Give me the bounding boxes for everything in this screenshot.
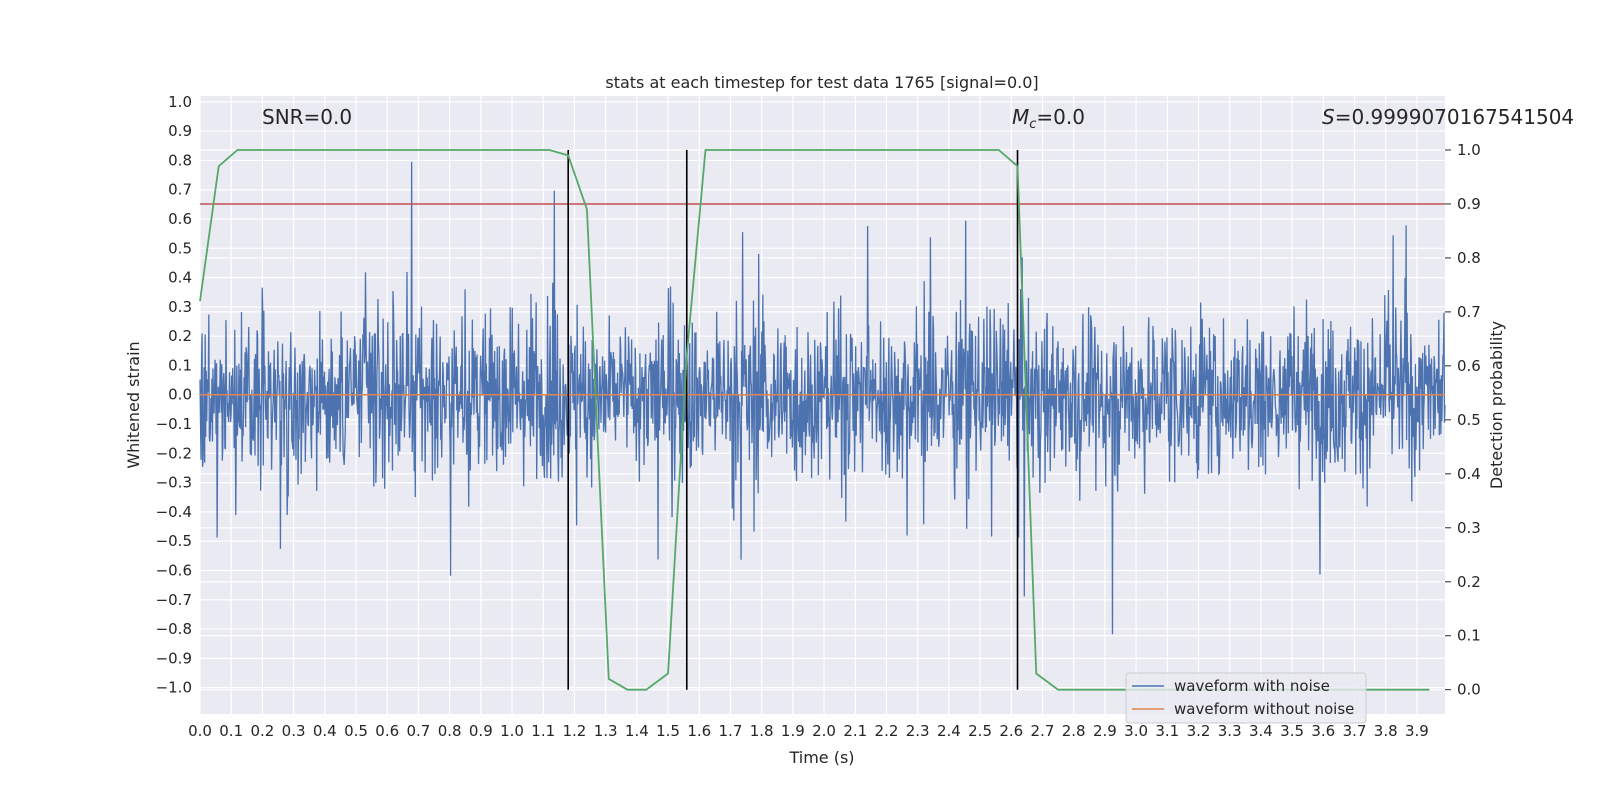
x-tick-label: 0.9 <box>469 722 493 740</box>
x-tick-label: 0.2 <box>250 722 274 740</box>
x-tick-label: 2.9 <box>1093 722 1117 740</box>
x-tick-label: 1.9 <box>781 722 805 740</box>
x-tick-label: 1.4 <box>625 722 649 740</box>
score-value: =0.9999070167541504 <box>1335 105 1574 129</box>
y-tick-label: 1.0 <box>168 93 192 111</box>
series-lines <box>199 149 1445 691</box>
y-axis-label: Whitened strain <box>124 341 143 468</box>
x-tick-label: 3.4 <box>1249 722 1273 740</box>
y2-tick-label: 0.1 <box>1457 627 1481 645</box>
x-tick-label: 0.5 <box>344 722 368 740</box>
y2-tick-label: 0.8 <box>1457 249 1481 267</box>
y-tick-label: 0.8 <box>168 151 192 169</box>
x-tick-label: 0.1 <box>219 722 243 740</box>
chirp-mass-symbol: M <box>1012 105 1029 129</box>
y2-tick-label: 0.2 <box>1457 573 1481 591</box>
x-tick-label: 1.7 <box>719 722 743 740</box>
snr-annotation: SNR=0.0 <box>262 105 352 129</box>
y-tick-label: −0.1 <box>156 415 192 433</box>
y-tick-label: 0.2 <box>168 327 192 345</box>
y-tick-label: 0.7 <box>168 181 192 199</box>
x-tick-label: 0.0 <box>188 722 212 740</box>
y2-tick-label: 0.7 <box>1457 303 1481 321</box>
x-tick-label: 3.2 <box>1187 722 1211 740</box>
legend: waveform with noise waveform without noi… <box>1125 672 1367 724</box>
y-tick-label: −0.6 <box>156 561 192 579</box>
x-tick-label: 2.4 <box>937 722 961 740</box>
x-tick-label: 1.1 <box>531 722 555 740</box>
legend-box <box>1125 672 1367 724</box>
x-tick-label: 2.7 <box>1031 722 1055 740</box>
x-tick-label: 3.7 <box>1343 722 1367 740</box>
y2-axis-label: Detection probability <box>1487 321 1506 489</box>
x-tick-label: 0.7 <box>406 722 430 740</box>
x-tick-label: 1.6 <box>687 722 711 740</box>
x-tick-label: 3.3 <box>1218 722 1242 740</box>
legend-label-noise: waveform with noise <box>1174 677 1330 695</box>
x-tick-label: 3.5 <box>1280 722 1304 740</box>
y-tick-label: −0.4 <box>156 503 192 521</box>
y2-tick-label: 0.6 <box>1457 357 1481 375</box>
x-tick-label: 2.0 <box>812 722 836 740</box>
x-tick-label: 1.8 <box>750 722 774 740</box>
y-tick-label: −0.9 <box>156 649 192 667</box>
y-tick-label: 0.9 <box>168 122 192 140</box>
tick-labels: 0.0 0.1 0.2 0.3 0.4 0.5 0.6 0.7 0.8 0.9 1.0 1.1 1.2 1… <box>156 93 1481 740</box>
x-tick-label: 2.8 <box>1062 722 1086 740</box>
x-tick-label: 2.5 <box>968 722 992 740</box>
legend-label-no-noise: waveform without noise <box>1174 700 1354 718</box>
y2-tick-label: 0.5 <box>1457 411 1481 429</box>
y-tick-label: −0.2 <box>156 444 192 462</box>
x-tick-label: 3.9 <box>1405 722 1429 740</box>
x-tick-label: 1.3 <box>594 722 618 740</box>
y-tick-label: 0.5 <box>168 239 192 257</box>
x-tick-label: 1.5 <box>656 722 680 740</box>
score-symbol: S <box>1322 105 1335 129</box>
x-tick-label: 2.3 <box>906 722 930 740</box>
chart-title: stats at each timestep for test data 176… <box>605 73 1038 92</box>
y-tick-label: 0.0 <box>168 386 192 404</box>
x-tick-label: 1.2 <box>563 722 587 740</box>
x-axis-label: Time (s) <box>788 748 854 767</box>
y-tick-label: −0.5 <box>156 532 192 550</box>
y2-tick-label: 0.0 <box>1457 681 1481 699</box>
x-tick-label: 0.4 <box>313 722 337 740</box>
plot-background <box>200 96 1445 714</box>
y2-tick-label: 1.0 <box>1457 141 1481 159</box>
x-tick-label: 0.8 <box>438 722 462 740</box>
y-tick-label: 0.6 <box>168 210 192 228</box>
y2-tick-label: 0.4 <box>1457 465 1481 483</box>
chirp-mass-subscript: c <box>1029 117 1036 132</box>
y-tick-label: −1.0 <box>156 679 192 697</box>
y-tick-label: −0.7 <box>156 591 192 609</box>
x-tick-label: 0.3 <box>282 722 306 740</box>
x-tick-label: 3.1 <box>1155 722 1179 740</box>
x-tick-label: 2.1 <box>843 722 867 740</box>
y-tick-label: −0.8 <box>156 620 192 638</box>
detection-probability-line <box>199 149 1430 691</box>
x-tick-label: 3.0 <box>1124 722 1148 740</box>
x-tick-label: 2.6 <box>999 722 1023 740</box>
chirp-mass-annotation: Mc=0.0 <box>1012 105 1085 132</box>
y2-tick-label: 0.3 <box>1457 519 1481 537</box>
x-tick-label: 0.6 <box>375 722 399 740</box>
y-tick-label: 0.3 <box>168 298 192 316</box>
x-tick-label: 3.8 <box>1374 722 1398 740</box>
y-tick-label: 0.4 <box>168 269 192 287</box>
noisy-waveform-line <box>199 162 1446 635</box>
x-tick-label: 2.2 <box>875 722 899 740</box>
noisy-waveform-series <box>199 162 1446 635</box>
x-tick-label: 1.0 <box>500 722 524 740</box>
score-annotation: S=0.9999070167541504 <box>1322 105 1574 129</box>
y-tick-label: 0.1 <box>168 356 192 374</box>
chirp-mass-value: =0.0 <box>1036 105 1085 129</box>
y-tick-label: −0.3 <box>156 474 192 492</box>
y2-tick-label: 0.9 <box>1457 195 1481 213</box>
x-tick-label: 3.6 <box>1311 722 1335 740</box>
